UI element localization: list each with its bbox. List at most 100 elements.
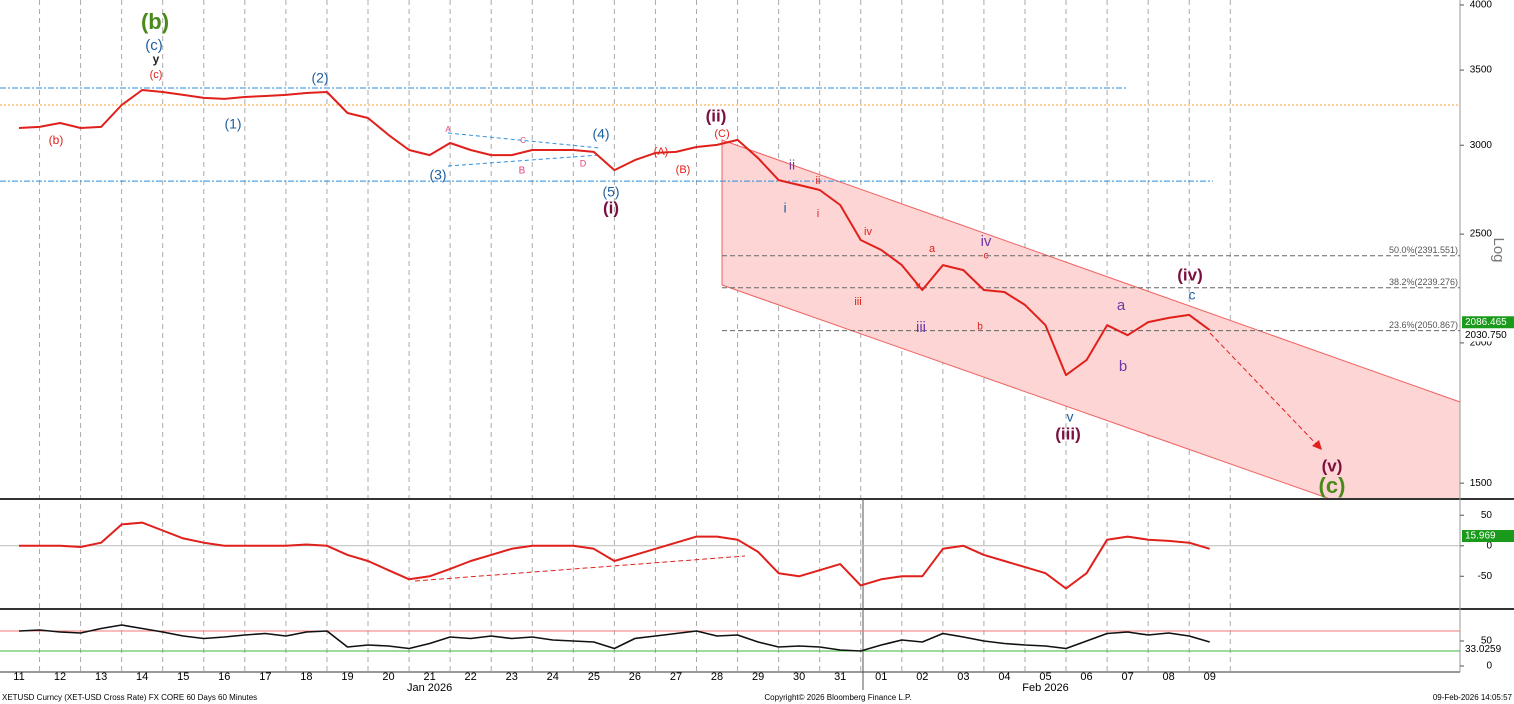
x-tick-label: 12 (54, 671, 66, 683)
last-value-label: 2030.750 (1465, 330, 1507, 341)
x-tick-label: 29 (752, 671, 764, 683)
x-tick-label: 01 (875, 671, 887, 683)
y-tick-label: 1500 (1470, 478, 1493, 489)
x-tick-label: 05 (1039, 671, 1051, 683)
wave-label: a (1117, 297, 1126, 314)
month-label: Feb 2026 (1022, 682, 1068, 694)
x-tick-label: 11 (13, 671, 24, 683)
wave-label: (v) (1322, 456, 1343, 475)
x-tick-label: 22 (465, 671, 477, 683)
wave-label: (c) (150, 69, 163, 81)
series-line (18, 624, 1210, 652)
x-tick-label: 16 (218, 671, 230, 683)
wave-label: iv (864, 226, 872, 238)
last-value-box (1462, 530, 1514, 543)
x-tick-label: 18 (300, 671, 312, 683)
trend-channel (721, 139, 1461, 500)
wave-label: v (1067, 409, 1074, 425)
y-tick-label: 4000 (1470, 0, 1493, 11)
y-tick-label: 2500 (1470, 229, 1493, 240)
x-tick-label: 09 (1204, 671, 1216, 683)
wave-label: (c) (1319, 473, 1346, 498)
y-tick-label: 3000 (1470, 140, 1493, 151)
wave-label: a (929, 243, 936, 255)
wave-label: c (984, 251, 989, 262)
y-tick-label: 50 (1481, 636, 1493, 647)
wave-label: iii (916, 319, 926, 336)
wave-label: (C) (714, 128, 729, 140)
wave-label: (1) (224, 116, 241, 132)
wave-label: (3) (429, 167, 446, 183)
y-tick-label: 0 (1486, 661, 1492, 672)
x-tick-label: 21 (423, 671, 435, 683)
wave-label: (5) (602, 184, 619, 200)
wave-label: (i) (603, 198, 619, 217)
wave-label: b (977, 322, 983, 333)
series-line (18, 89, 1211, 377)
wave-label: i (783, 200, 786, 216)
x-tick-label: 28 (711, 671, 723, 683)
x-tick-label: 06 (1080, 671, 1092, 683)
y-tick-label: 50 (1481, 510, 1493, 521)
x-tick-label: 08 (1163, 671, 1175, 683)
wave-label: (iii) (1055, 424, 1081, 443)
x-tick-label: 02 (916, 671, 928, 683)
wave-label: c (1189, 287, 1196, 303)
y-tick-label: 3500 (1470, 65, 1493, 76)
wave-label: (c) (145, 37, 163, 54)
wave-label: (A) (654, 146, 669, 158)
x-tick-label: 19 (341, 671, 353, 683)
wave-label: B (519, 166, 526, 177)
wave-label: iii (854, 296, 861, 308)
footer-right: 09-Feb-2026 14:05:57 (1433, 693, 1513, 702)
wave-label: i (817, 208, 819, 220)
x-tick-label: 23 (506, 671, 518, 683)
last-value-label: 2086.465 (1465, 317, 1507, 328)
wave-label: (B) (676, 164, 691, 176)
last-value-box (1462, 329, 1514, 342)
wave-label: y (153, 52, 160, 66)
wave-label: (ii) (706, 106, 727, 125)
wave-label: D (580, 158, 587, 168)
x-tick-label: 17 (259, 671, 271, 683)
x-tick-label: 15 (177, 671, 189, 683)
y-tick-label: 0 (1486, 540, 1492, 551)
wave-label: (b) (141, 9, 169, 34)
x-tick-label: 20 (382, 671, 394, 683)
wave-label: (iv) (1177, 265, 1203, 284)
wave-label: ii (816, 175, 821, 187)
y-tick-label: 2000 (1470, 338, 1493, 349)
x-tick-label: 24 (547, 671, 559, 683)
month-label: Jan 2026 (407, 682, 452, 694)
footer-left: XETUSD Curncy (XET-USD Cross Rate) FX CO… (2, 693, 257, 702)
wedge-line (447, 132, 601, 149)
scale-label: Log (1490, 237, 1507, 262)
series-line (19, 521, 1210, 590)
wedge-line (447, 154, 601, 167)
wave-label: A (445, 125, 451, 134)
wave-label: (b) (49, 133, 64, 147)
wave-label: b (1119, 358, 1127, 375)
wave-label: (2) (311, 70, 328, 86)
wave-label: v (916, 281, 921, 292)
x-tick-label: 07 (1121, 671, 1133, 683)
wave-label: iv (981, 233, 992, 250)
x-tick-label: 04 (998, 671, 1010, 683)
x-tick-label: 25 (588, 671, 600, 683)
last-value-box (1462, 643, 1514, 656)
fib-label: 38.2%(2239.276) (1389, 277, 1458, 287)
wave-label: (4) (592, 126, 609, 142)
x-tick-label: 31 (834, 671, 846, 683)
wave-label: ii (789, 157, 795, 173)
x-tick-label: 14 (136, 671, 148, 683)
x-tick-label: 03 (957, 671, 969, 683)
y-tick-label: -50 (1478, 571, 1493, 582)
x-tick-label: 27 (670, 671, 682, 683)
x-tick-label: 30 (793, 671, 805, 683)
last-value-label: 33.0259 (1465, 644, 1502, 655)
wave-label: C (520, 136, 526, 145)
divergence-arrow (414, 555, 746, 582)
fib-label: 50.0%(2391.551) (1389, 245, 1458, 255)
fib-label: 23.6%(2050.867) (1389, 320, 1458, 330)
